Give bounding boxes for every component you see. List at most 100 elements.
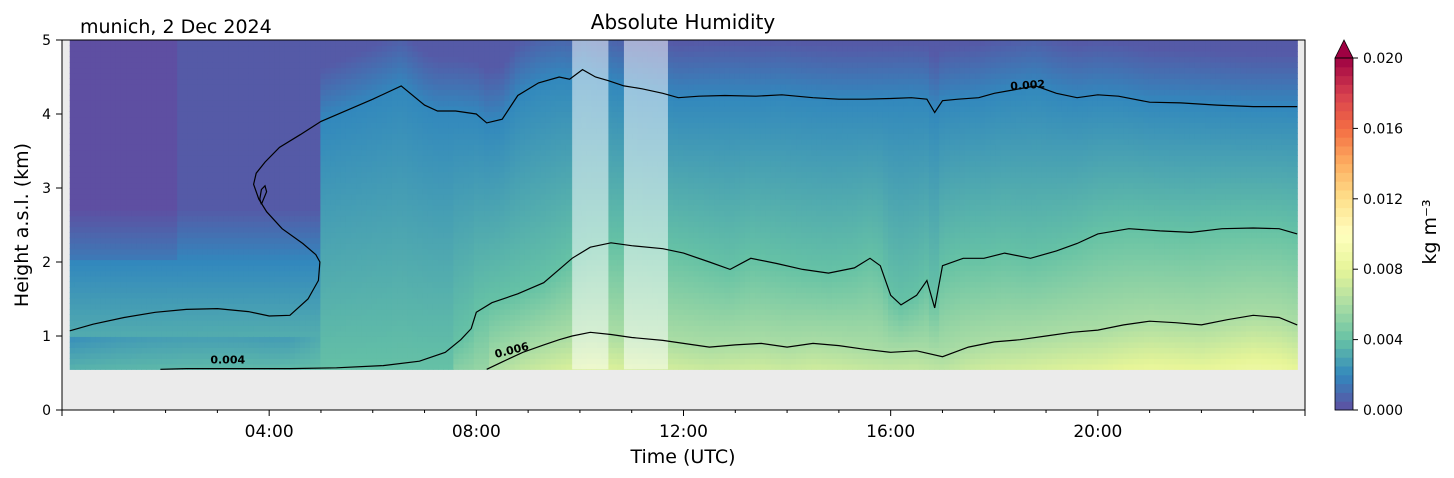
field-cell bbox=[412, 62, 418, 68]
field-cell bbox=[152, 243, 158, 249]
field-cell bbox=[269, 188, 275, 194]
field-cell bbox=[469, 358, 475, 364]
field-cell bbox=[351, 78, 357, 84]
field-cell bbox=[167, 183, 173, 189]
field-cell bbox=[182, 40, 188, 46]
field-cell bbox=[141, 243, 147, 249]
field-cell bbox=[479, 292, 485, 298]
field-cell bbox=[111, 342, 117, 348]
field-cell bbox=[157, 100, 163, 106]
field-cell bbox=[111, 194, 117, 200]
field-cell bbox=[203, 314, 209, 320]
field-cell bbox=[274, 45, 280, 51]
field-cell bbox=[218, 227, 224, 233]
field-cell bbox=[203, 265, 209, 271]
field-cell bbox=[438, 95, 444, 101]
field-cell bbox=[325, 358, 331, 364]
field-cell bbox=[372, 281, 378, 287]
field-cell bbox=[85, 243, 91, 249]
field-cell bbox=[484, 227, 490, 233]
field-cell bbox=[341, 199, 347, 205]
field-cell bbox=[136, 78, 142, 84]
field-cell bbox=[70, 166, 76, 172]
field-cell bbox=[121, 45, 127, 51]
field-cell bbox=[428, 271, 434, 277]
field-cell bbox=[372, 227, 378, 233]
field-cell bbox=[233, 325, 239, 331]
field-cell bbox=[443, 95, 449, 101]
field-cell bbox=[228, 45, 234, 51]
field-cell bbox=[162, 150, 168, 156]
field-cell bbox=[193, 298, 199, 304]
field-cell bbox=[182, 155, 188, 161]
field-cell bbox=[377, 194, 383, 200]
field-cell bbox=[438, 73, 444, 79]
field-cell bbox=[136, 51, 142, 57]
field-cell bbox=[295, 199, 301, 205]
field-cell bbox=[438, 62, 444, 68]
field-cell bbox=[203, 216, 209, 222]
field-cell bbox=[141, 320, 147, 326]
field-cell bbox=[70, 238, 76, 244]
field-cell bbox=[484, 320, 490, 326]
field-cell bbox=[213, 292, 219, 298]
field-cell bbox=[315, 150, 321, 156]
field-cell bbox=[249, 320, 255, 326]
field-cell bbox=[336, 336, 342, 342]
field-cell bbox=[228, 177, 234, 183]
field-cell bbox=[346, 260, 352, 266]
field-cell bbox=[346, 111, 352, 117]
field-cell bbox=[279, 298, 285, 304]
field-cell bbox=[310, 67, 316, 73]
field-cell bbox=[315, 51, 321, 57]
field-cell bbox=[295, 260, 301, 266]
field-cell bbox=[458, 298, 464, 304]
field-cell bbox=[310, 117, 316, 123]
field-cell bbox=[346, 84, 352, 90]
field-cell bbox=[407, 172, 413, 178]
field-cell bbox=[90, 358, 96, 364]
field-cell bbox=[218, 78, 224, 84]
field-cell bbox=[274, 325, 280, 331]
field-cell bbox=[254, 205, 260, 211]
field-cell bbox=[182, 51, 188, 57]
field-cell bbox=[361, 199, 367, 205]
field-cell bbox=[474, 199, 480, 205]
field-cell bbox=[418, 309, 424, 315]
field-cell bbox=[428, 260, 434, 266]
field-cell bbox=[402, 364, 408, 370]
field-cell bbox=[182, 150, 188, 156]
field-cell bbox=[402, 205, 408, 211]
field-cell bbox=[131, 309, 137, 315]
field-cell bbox=[80, 353, 86, 359]
field-cell bbox=[274, 303, 280, 309]
field-cell bbox=[193, 238, 199, 244]
field-cell bbox=[300, 254, 306, 260]
field-cell bbox=[310, 276, 316, 282]
field-cell bbox=[336, 117, 342, 123]
field-cell bbox=[223, 100, 229, 106]
field-cell bbox=[392, 238, 398, 244]
field-cell bbox=[111, 62, 117, 68]
field-cell bbox=[346, 249, 352, 255]
field-cell bbox=[336, 238, 342, 244]
field-cell bbox=[218, 265, 224, 271]
field-cell bbox=[279, 183, 285, 189]
field-cell bbox=[249, 276, 255, 282]
field-cell bbox=[75, 238, 81, 244]
field-cell bbox=[233, 194, 239, 200]
field-cell bbox=[167, 325, 173, 331]
field-cell bbox=[448, 194, 454, 200]
field-cell bbox=[351, 172, 357, 178]
field-cell bbox=[75, 106, 81, 112]
field-cell bbox=[361, 227, 367, 233]
field-cell bbox=[484, 281, 490, 287]
field-cell bbox=[187, 133, 193, 139]
field-cell bbox=[254, 358, 260, 364]
field-cell bbox=[433, 144, 439, 150]
field-cell bbox=[254, 67, 260, 73]
field-cell bbox=[95, 227, 101, 233]
field-cell bbox=[443, 150, 449, 156]
field-cell bbox=[290, 325, 296, 331]
field-cell bbox=[274, 51, 280, 57]
